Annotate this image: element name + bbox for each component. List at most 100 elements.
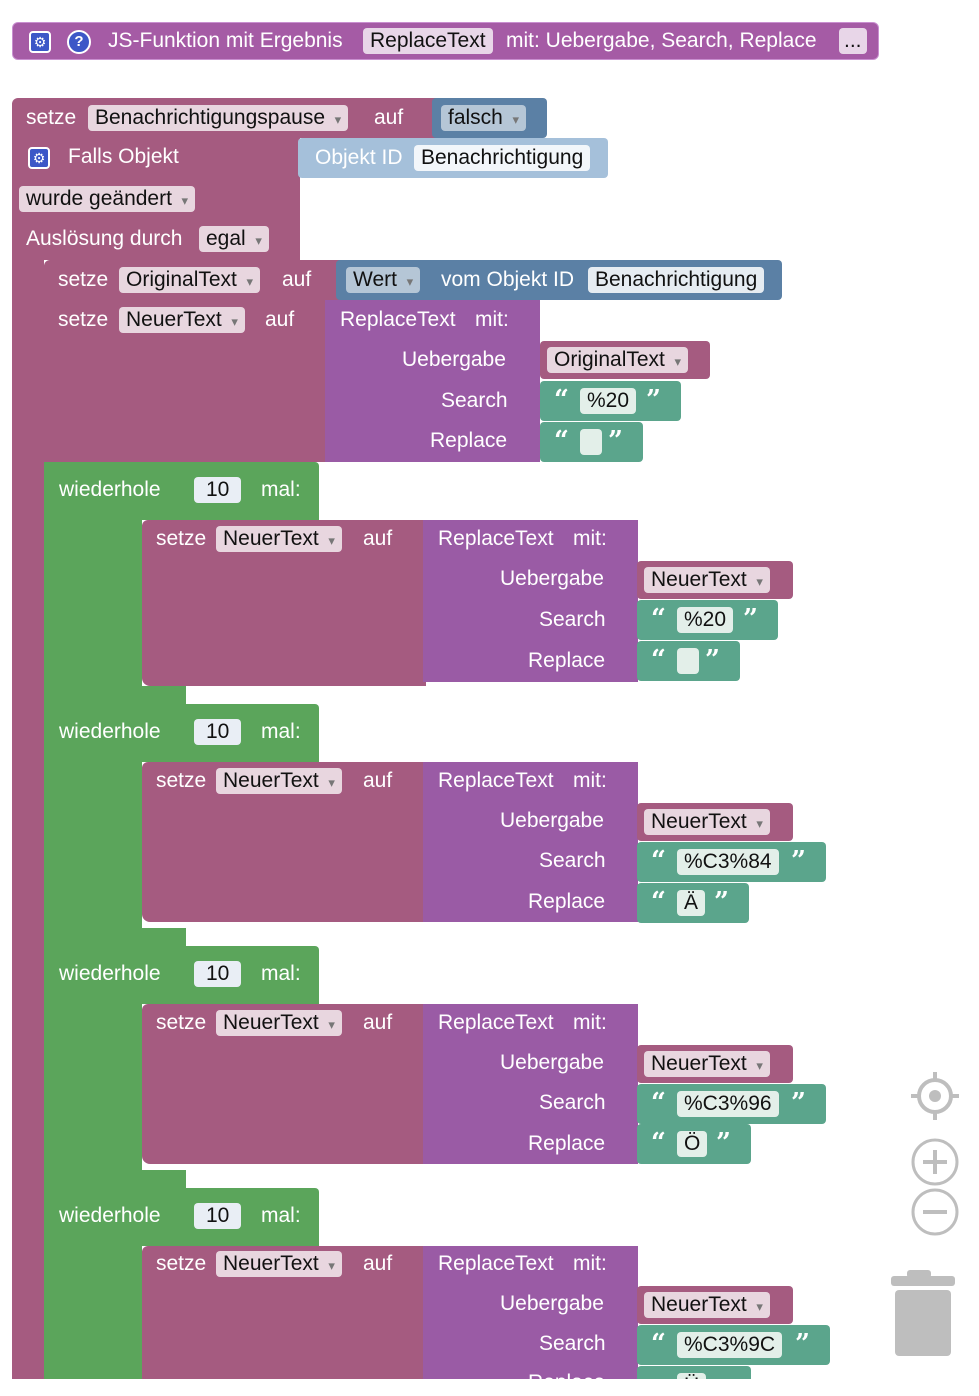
trash-icon[interactable] — [889, 1270, 957, 1360]
variable-dropdown[interactable]: NeuerText — [216, 1010, 342, 1036]
replace-call-block[interactable]: ReplaceText mit: Uebergabe Search Replac… — [423, 1246, 638, 1394]
variable-dropdown[interactable]: NeuerText — [216, 526, 342, 552]
replace-text-field[interactable] — [677, 648, 699, 674]
gear-icon[interactable]: ⚙ — [29, 31, 51, 53]
uebergabe-var-block[interactable]: OriginalText — [540, 341, 710, 379]
search-text-field[interactable]: %C3%96 — [677, 1091, 779, 1117]
uebergabe-var-block[interactable]: NeuerText — [637, 803, 793, 841]
repeat-block[interactable]: wiederhole 10 mal: mache — [44, 462, 319, 548]
zoom-in-icon[interactable] — [909, 1136, 961, 1188]
condition-dropdown[interactable]: wurde geändert — [19, 186, 196, 212]
object-id-block[interactable]: Objekt ID Benachrichtigung — [298, 138, 608, 178]
replace-text-block[interactable]: “ ” — [540, 422, 643, 462]
replace-text-field[interactable] — [580, 429, 602, 455]
variable-dropdown[interactable]: NeuerText — [644, 809, 770, 835]
search-text-field[interactable]: %C3%9C — [677, 1332, 783, 1358]
replace-text-block[interactable]: “ Ö ” — [637, 1124, 751, 1164]
auf-label: auf — [265, 308, 295, 331]
replace-text-field[interactable]: Ö — [677, 1131, 708, 1157]
repeat-block[interactable]: wiederhole 10 mal: mache — [44, 1188, 319, 1274]
setze-label: setze — [156, 1252, 207, 1275]
replace-text-block[interactable]: “ Ä ” — [637, 883, 749, 923]
set-neuer-block[interactable]: setze NeuerText auf — [44, 300, 328, 462]
search-text-block[interactable]: “ %C3%9C ” — [637, 1325, 830, 1365]
repeat-spine — [44, 1004, 142, 1186]
set-pause-block[interactable]: setze Benachrichtigungspause auf — [12, 98, 437, 138]
search-text-field[interactable]: %C3%84 — [677, 849, 779, 875]
boolean-dropdown[interactable]: falsch — [441, 105, 526, 131]
close-quote-icon: ” — [791, 1088, 806, 1118]
call-mit: mit: — [573, 1011, 607, 1034]
uebergabe-label: Uebergabe — [402, 348, 506, 371]
set-neuer-block[interactable]: setze NeuerText auf — [142, 1246, 426, 1379]
variable-dropdown[interactable]: OriginalText — [547, 347, 689, 373]
repeat-count-field[interactable]: 10 — [194, 477, 242, 503]
variable-dropdown[interactable]: NeuerText — [644, 1051, 770, 1077]
replace-call-block[interactable]: ReplaceText mit: Uebergabe Search Replac… — [423, 1004, 638, 1164]
gear-icon[interactable]: ⚙ — [28, 147, 50, 169]
call-mit: mit: — [573, 1252, 607, 1275]
repeat-block[interactable]: wiederhole 10 mal: mache — [44, 946, 319, 1032]
crosshair-icon[interactable] — [909, 1070, 961, 1122]
repeat-count-field[interactable]: 10 — [194, 719, 242, 745]
objekt-field[interactable]: Benachrichtigung — [588, 267, 765, 293]
search-text-field[interactable]: %20 — [677, 607, 734, 633]
repeat-count-field[interactable]: 10 — [194, 961, 242, 987]
replace-text-block[interactable]: Ü — [637, 1366, 751, 1379]
variable-dropdown[interactable]: Benachrichtigungspause — [88, 105, 349, 131]
replace-call-block[interactable]: ReplaceText mit: Uebergabe Search Replac… — [423, 762, 638, 922]
replace-text-field[interactable]: Ü — [677, 1373, 707, 1379]
search-text-block[interactable]: “ %C3%96 ” — [637, 1084, 826, 1124]
wert-dropdown[interactable]: Wert — [346, 267, 421, 293]
get-value-block[interactable]: Wert vom Objekt ID Benachrichtigung — [336, 260, 782, 300]
call-mit: mit: — [573, 769, 607, 792]
search-text-block[interactable]: “ %20 ” — [637, 600, 778, 640]
function-name-field[interactable]: ReplaceText — [363, 28, 493, 54]
call-name: ReplaceText — [438, 1011, 554, 1034]
variable-dropdown[interactable]: NeuerText — [644, 567, 770, 593]
set-neuer-block[interactable]: setze NeuerText auf — [142, 762, 426, 922]
replace-text-block[interactable]: “ ” — [637, 641, 740, 681]
mal-label: mal: — [261, 720, 301, 743]
mal-label: mal: — [261, 1204, 301, 1227]
trigger-block[interactable]: ⚙ Falls Objekt wurde geändert Auslösung … — [12, 138, 300, 260]
replace-call-block[interactable]: ReplaceText mit: Uebergabe Search Replac… — [423, 520, 638, 682]
zoom-out-icon[interactable] — [909, 1186, 961, 1238]
repeat-block[interactable]: wiederhole 10 mal: mache — [44, 704, 319, 790]
help-icon[interactable]: ? — [67, 30, 91, 54]
trigger-title: Falls Objekt — [68, 145, 179, 168]
objekt-id-field[interactable]: Benachrichtigung — [414, 145, 591, 171]
replace-label: Replace — [528, 890, 606, 913]
setze-label: setze — [26, 106, 77, 129]
call-name: ReplaceText — [438, 527, 554, 550]
replace-call-block[interactable]: ReplaceText mit: Uebergabe Search Replac… — [325, 300, 540, 462]
variable-dropdown[interactable]: NeuerText — [644, 1292, 770, 1318]
uebergabe-var-block[interactable]: NeuerText — [637, 1045, 793, 1083]
set-neuer-block[interactable]: setze NeuerText auf — [142, 1004, 426, 1164]
search-label: Search — [539, 849, 606, 872]
setze-label: setze — [58, 308, 109, 331]
more-button[interactable]: ... — [839, 28, 867, 54]
variable-dropdown[interactable]: NeuerText — [216, 1251, 342, 1277]
call-name: ReplaceText — [438, 769, 554, 792]
replace-text-field[interactable]: Ä — [677, 890, 706, 916]
auf-label: auf — [363, 527, 393, 550]
mal-label: mal: — [261, 478, 301, 501]
function-definition-block[interactable]: ⚙ ? JS-Funktion mit Ergebnis ReplaceText… — [12, 22, 879, 60]
set-original-block[interactable]: setze OriginalText auf — [44, 260, 340, 300]
search-text-block[interactable]: “ %20 ” — [540, 381, 681, 421]
boolean-block[interactable]: falsch — [432, 98, 547, 138]
uebergabe-var-block[interactable]: NeuerText — [637, 561, 793, 599]
search-label: Search — [539, 1332, 606, 1355]
variable-dropdown[interactable]: NeuerText — [216, 768, 342, 794]
search-text-field[interactable]: %20 — [580, 388, 637, 414]
search-text-block[interactable]: “ %C3%84 ” — [637, 842, 826, 882]
replace-label: Replace — [528, 1132, 606, 1155]
uebergabe-var-block[interactable]: NeuerText — [637, 1286, 793, 1324]
uebergabe-label: Uebergabe — [500, 1292, 604, 1315]
repeat-count-field[interactable]: 10 — [194, 1203, 242, 1229]
ausloesung-dropdown[interactable]: egal — [199, 226, 269, 252]
variable-dropdown[interactable]: NeuerText — [119, 307, 245, 333]
variable-dropdown[interactable]: OriginalText — [119, 267, 261, 293]
set-neuer-block[interactable]: setze NeuerText auf — [142, 520, 426, 686]
